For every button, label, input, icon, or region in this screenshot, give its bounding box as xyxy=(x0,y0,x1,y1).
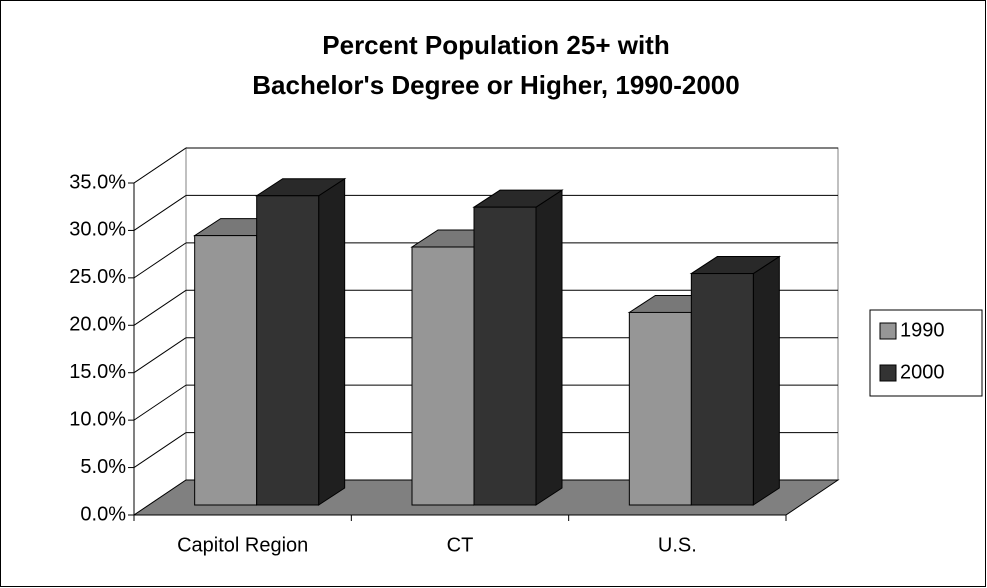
grid-line xyxy=(133,147,187,184)
chart-title: Bachelor's Degree or Higher, 1990-2000 xyxy=(252,70,739,100)
grid-line xyxy=(133,337,187,374)
y-tick-label: 15.0% xyxy=(69,361,126,383)
grid-line xyxy=(133,432,187,468)
side-wall xyxy=(133,147,187,516)
bar-side xyxy=(752,255,780,506)
bar xyxy=(690,273,754,506)
legend-swatch xyxy=(879,364,897,382)
bar xyxy=(628,311,692,506)
y-tick-label: 35.0% xyxy=(69,171,126,193)
legend-swatch xyxy=(879,322,897,340)
chart-title: Percent Population 25+ with xyxy=(322,30,669,60)
y-tick-label: 5.0% xyxy=(80,456,126,478)
grid-line xyxy=(133,384,187,421)
legend-label: 2000 xyxy=(900,361,945,383)
bar-side xyxy=(318,177,346,506)
grid-line xyxy=(133,289,187,326)
legend-label: 1990 xyxy=(900,319,945,341)
y-tick-label: 10.0% xyxy=(69,408,126,430)
x-tick-label: U.S. xyxy=(658,534,697,556)
bar xyxy=(194,235,258,506)
grid-line xyxy=(133,242,187,279)
y-tick-label: 30.0% xyxy=(69,219,126,241)
x-tick-label: CT xyxy=(447,534,474,556)
y-tick-label: 0.0% xyxy=(80,503,126,525)
y-tick-label: 25.0% xyxy=(69,266,126,288)
bar xyxy=(411,246,475,506)
bar xyxy=(473,206,537,506)
bar xyxy=(256,195,320,506)
bar-side xyxy=(535,189,563,506)
x-tick-label: Capitol Region xyxy=(177,534,308,556)
y-tick-label: 20.0% xyxy=(69,314,126,336)
grid-line xyxy=(133,195,187,231)
